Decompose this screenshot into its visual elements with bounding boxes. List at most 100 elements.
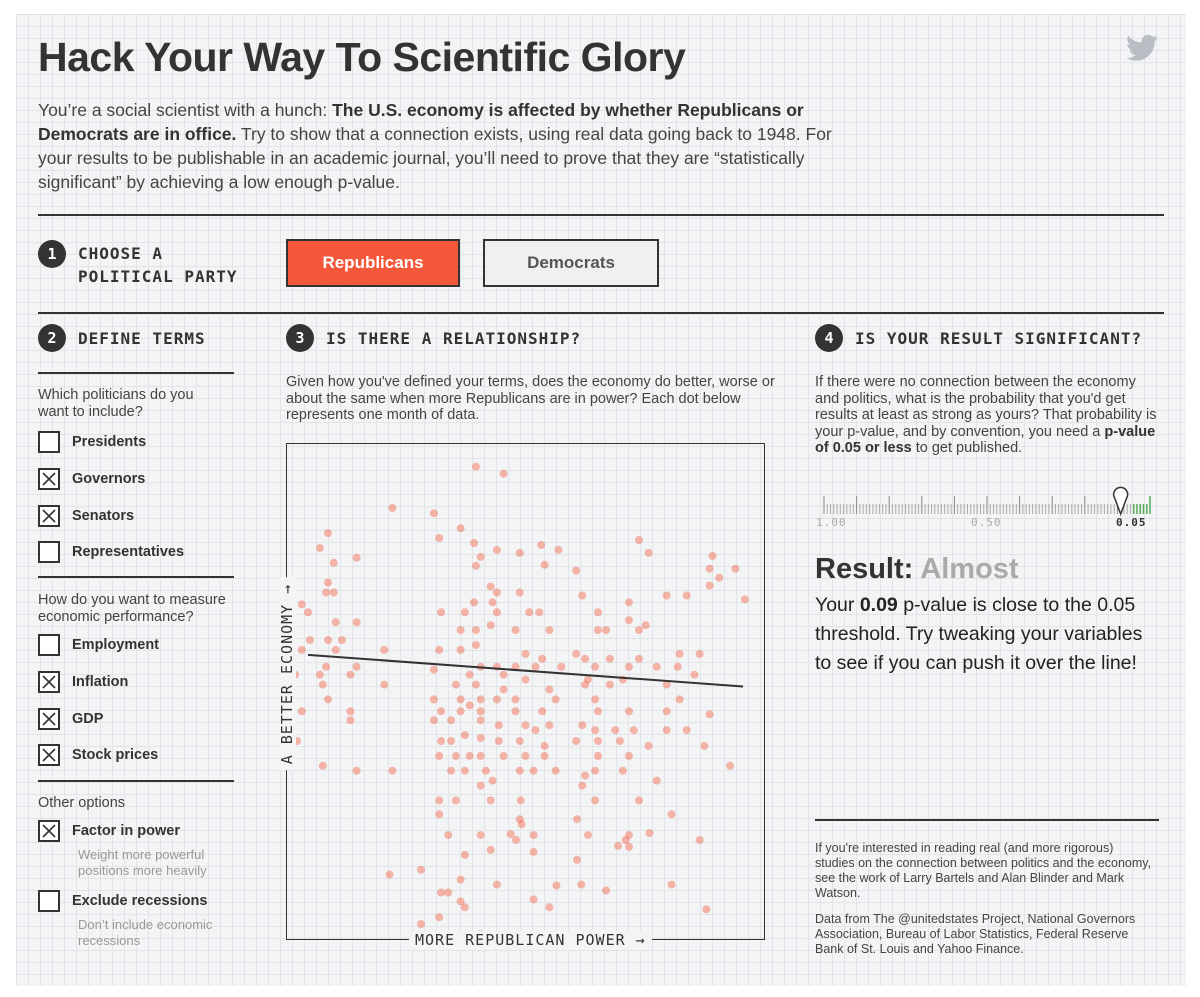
data-point xyxy=(535,608,544,617)
data-point xyxy=(540,751,549,760)
data-point xyxy=(456,645,465,654)
data-point xyxy=(324,578,332,587)
data-point xyxy=(331,618,340,627)
twitter-bird-icon[interactable] xyxy=(1126,34,1158,62)
divider xyxy=(38,576,234,578)
data-point xyxy=(437,608,446,617)
x-mark-icon xyxy=(42,824,56,838)
checkbox-inflation[interactable]: Inflation xyxy=(38,671,128,693)
data-point xyxy=(557,662,566,671)
checkbox-box[interactable] xyxy=(38,541,60,563)
data-point xyxy=(531,662,540,671)
data-point xyxy=(447,737,456,745)
data-point xyxy=(352,553,361,562)
checkbox-senators[interactable]: Senators xyxy=(38,505,134,527)
data-point xyxy=(380,680,389,689)
checkbox-factor-in-power[interactable]: Factor in power xyxy=(38,820,180,842)
intro-text: You’re a social scientist with a hunch: … xyxy=(38,100,832,192)
data-point xyxy=(573,855,581,864)
data-point xyxy=(577,880,586,889)
data-point xyxy=(492,588,501,597)
data-point xyxy=(476,751,485,760)
data-point xyxy=(538,707,547,716)
checkbox-box[interactable] xyxy=(38,744,60,766)
data-point xyxy=(470,598,478,607)
data-point xyxy=(352,766,361,775)
data-point xyxy=(511,695,520,704)
checkbox-employment[interactable]: Employment xyxy=(38,634,159,656)
checkbox-governors[interactable]: Governors xyxy=(38,468,145,490)
checkbox-box[interactable] xyxy=(38,671,60,693)
step-1-badge: 1 xyxy=(38,240,66,268)
footnote-sources: Data from The @unitedstates Project, Nat… xyxy=(815,912,1136,956)
data-point xyxy=(324,636,332,644)
data-point xyxy=(635,796,643,805)
data-point xyxy=(476,695,485,704)
checkbox-box[interactable] xyxy=(38,890,60,912)
data-point xyxy=(499,670,508,679)
checkbox-exclude-recessions[interactable]: Exclude recessions xyxy=(38,890,207,912)
data-point xyxy=(667,880,676,889)
x-mark-icon xyxy=(42,748,56,762)
measures-question: How do you want to measure economic perf… xyxy=(38,592,226,625)
data-point xyxy=(322,588,331,597)
data-point xyxy=(515,766,524,775)
data-point xyxy=(460,766,469,775)
data-point xyxy=(470,539,478,547)
republicans-button[interactable]: Republicans xyxy=(286,239,460,287)
checkbox-presidents[interactable]: Presidents xyxy=(38,431,146,453)
data-point xyxy=(486,582,495,591)
checkbox-label: Governors xyxy=(72,471,146,487)
data-point xyxy=(675,649,684,658)
checkbox-representatives[interactable]: Representatives xyxy=(38,541,184,563)
checkbox-box[interactable] xyxy=(38,634,60,656)
data-point xyxy=(488,776,497,785)
data-point xyxy=(297,707,306,716)
data-point xyxy=(700,741,709,750)
checkbox-label: Inflation xyxy=(72,674,129,690)
data-point xyxy=(635,626,643,635)
checkbox-stock-prices[interactable]: Stock prices xyxy=(38,744,158,766)
democrats-button[interactable]: Democrats xyxy=(483,239,659,287)
checkbox-box[interactable] xyxy=(38,820,60,842)
data-point xyxy=(456,626,465,635)
data-point xyxy=(304,608,312,617)
data-point xyxy=(618,766,627,775)
data-point xyxy=(346,716,355,725)
relationship-description: Given how you've defined your terms, doe… xyxy=(286,374,775,423)
data-point xyxy=(337,636,346,644)
data-point xyxy=(385,870,394,879)
data-point xyxy=(456,695,465,704)
checkbox-box[interactable] xyxy=(38,505,60,527)
data-point xyxy=(451,751,460,760)
data-point xyxy=(572,566,581,575)
checkbox-box[interactable] xyxy=(38,431,60,453)
checkbox-gdp[interactable]: GDP xyxy=(38,708,103,730)
data-point xyxy=(460,850,469,859)
data-point xyxy=(460,608,469,617)
data-point xyxy=(537,541,546,549)
trend-line xyxy=(307,653,744,688)
data-point xyxy=(726,761,735,770)
data-point xyxy=(447,766,456,775)
data-point xyxy=(456,897,465,906)
data-point xyxy=(465,670,474,679)
data-point xyxy=(695,649,704,658)
data-point xyxy=(615,737,624,745)
data-point xyxy=(315,670,324,679)
data-point xyxy=(329,558,338,567)
checkbox-box[interactable] xyxy=(38,468,60,490)
data-point xyxy=(435,913,444,922)
data-point xyxy=(578,721,587,730)
data-point xyxy=(429,695,438,704)
data-point xyxy=(573,815,581,824)
data-point xyxy=(444,831,453,840)
data-point xyxy=(635,536,643,544)
data-point xyxy=(511,662,520,671)
checkbox-box[interactable] xyxy=(38,708,60,730)
data-point xyxy=(578,781,587,790)
result-heading: Result: Almost xyxy=(815,553,1019,585)
data-point xyxy=(690,670,699,679)
data-point xyxy=(492,880,501,889)
data-point xyxy=(572,649,581,658)
